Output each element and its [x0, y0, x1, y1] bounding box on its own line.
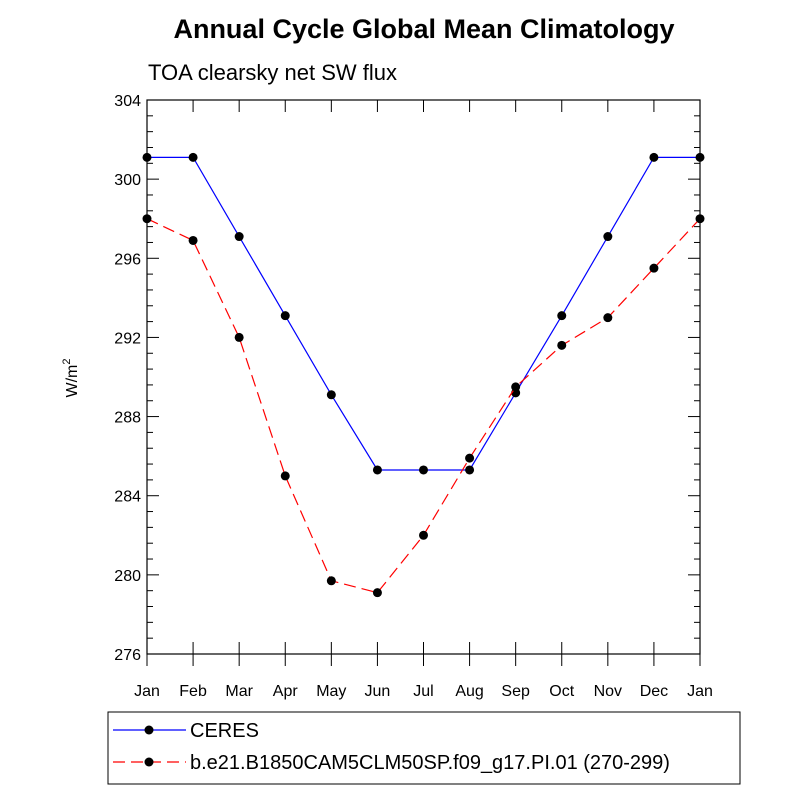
x-tick-label: Feb	[179, 683, 207, 700]
series-0-point	[142, 152, 152, 162]
series-0-point	[372, 465, 382, 475]
series-0-point	[280, 311, 290, 321]
legend-marker-0	[144, 725, 154, 735]
series-0-point	[603, 232, 613, 242]
x-tick-label: Mar	[225, 683, 253, 700]
x-tick-label: Jan	[134, 683, 160, 700]
x-axis: Jan Feb Mar Apr May Jun Jul Aug Sep Oct Nov Dec Jan	[134, 100, 713, 700]
series-1-point	[372, 588, 382, 598]
series-1-point	[603, 313, 613, 323]
y-tick-label: 284	[114, 489, 141, 506]
x-tick-label: Sep	[501, 683, 530, 700]
series-0-point	[326, 390, 336, 400]
series-0-point	[695, 152, 705, 162]
series-0-point	[649, 152, 659, 162]
plot-border	[146, 99, 701, 655]
x-tick-label: Dec	[640, 683, 668, 700]
series-1-point	[188, 235, 198, 245]
y-axis-label: W/m2	[61, 359, 81, 398]
series-1-point	[142, 214, 152, 224]
x-tick-label: Jul	[413, 683, 433, 700]
series-1-point	[649, 263, 659, 273]
x-tick-label: Apr	[273, 683, 299, 700]
series-1-point	[326, 576, 336, 586]
series-line-0	[147, 156, 700, 471]
x-tick-label: Nov	[594, 683, 622, 700]
y-tick-label: 292	[114, 330, 141, 347]
series-1-point	[557, 340, 567, 350]
y-tick-label: 280	[114, 568, 141, 585]
series-0-point	[188, 152, 198, 162]
legend-label-1: b.e21.B1850CAM5CLM50SP.f09_g17.PI.01 (27…	[190, 752, 670, 774]
series-1-point	[465, 453, 475, 463]
series-1-point	[280, 471, 290, 481]
x-tick-label: May	[316, 683, 346, 700]
plot-frame	[146, 99, 701, 655]
legend: CERES b.e21.B1850CAM5CLM50SP.f09_g17.PI.0…	[107, 711, 741, 785]
chart-title: Annual Cycle Global Mean Climatology	[173, 14, 674, 44]
x-tick-label: Jan	[687, 683, 713, 700]
chart-subtitle: TOA clearsky net SW flux	[148, 60, 397, 85]
series-0-point	[234, 232, 244, 242]
y-axis: 276 280 284 288 292 296 300 304	[114, 93, 700, 664]
x-tick-label: Oct	[549, 683, 574, 700]
series-0-point	[465, 465, 475, 475]
y-tick-label: 296	[114, 251, 141, 268]
series-1-point	[419, 530, 428, 540]
y-axis-label-unit: W/m	[64, 365, 81, 398]
series-0-point	[419, 465, 428, 475]
legend-frame	[107, 711, 741, 785]
series-1-point	[695, 214, 705, 224]
y-tick-label: 288	[114, 410, 141, 427]
y-tick-label: 276	[114, 647, 141, 664]
series-container	[142, 152, 705, 598]
legend-label-0: CERES	[190, 720, 259, 742]
series-1-point	[511, 382, 521, 392]
legend-marker-1	[144, 757, 154, 767]
x-tick-label: Jun	[365, 683, 391, 700]
y-tick-label: 304	[114, 93, 141, 110]
y-axis-label-superscript: 2	[61, 359, 73, 365]
series-1-point	[234, 332, 244, 342]
series-0-point	[557, 311, 567, 321]
x-tick-label: Aug	[455, 683, 483, 700]
y-tick-label: 300	[114, 172, 141, 189]
